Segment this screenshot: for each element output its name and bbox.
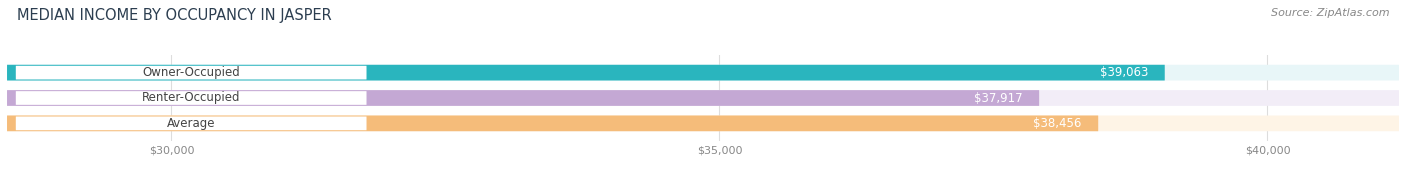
FancyBboxPatch shape: [15, 116, 367, 130]
FancyBboxPatch shape: [7, 90, 1399, 106]
Text: Average: Average: [167, 117, 215, 130]
Text: $38,456: $38,456: [1033, 117, 1081, 130]
FancyBboxPatch shape: [7, 65, 1399, 81]
Text: Owner-Occupied: Owner-Occupied: [142, 66, 240, 79]
FancyBboxPatch shape: [15, 91, 367, 105]
Text: Source: ZipAtlas.com: Source: ZipAtlas.com: [1271, 8, 1389, 18]
Text: Renter-Occupied: Renter-Occupied: [142, 92, 240, 104]
FancyBboxPatch shape: [15, 66, 367, 80]
Text: $37,917: $37,917: [974, 92, 1022, 104]
Text: $39,063: $39,063: [1099, 66, 1149, 79]
FancyBboxPatch shape: [7, 90, 1039, 106]
FancyBboxPatch shape: [7, 115, 1098, 131]
FancyBboxPatch shape: [7, 115, 1399, 131]
FancyBboxPatch shape: [7, 65, 1164, 81]
Text: MEDIAN INCOME BY OCCUPANCY IN JASPER: MEDIAN INCOME BY OCCUPANCY IN JASPER: [17, 8, 332, 23]
